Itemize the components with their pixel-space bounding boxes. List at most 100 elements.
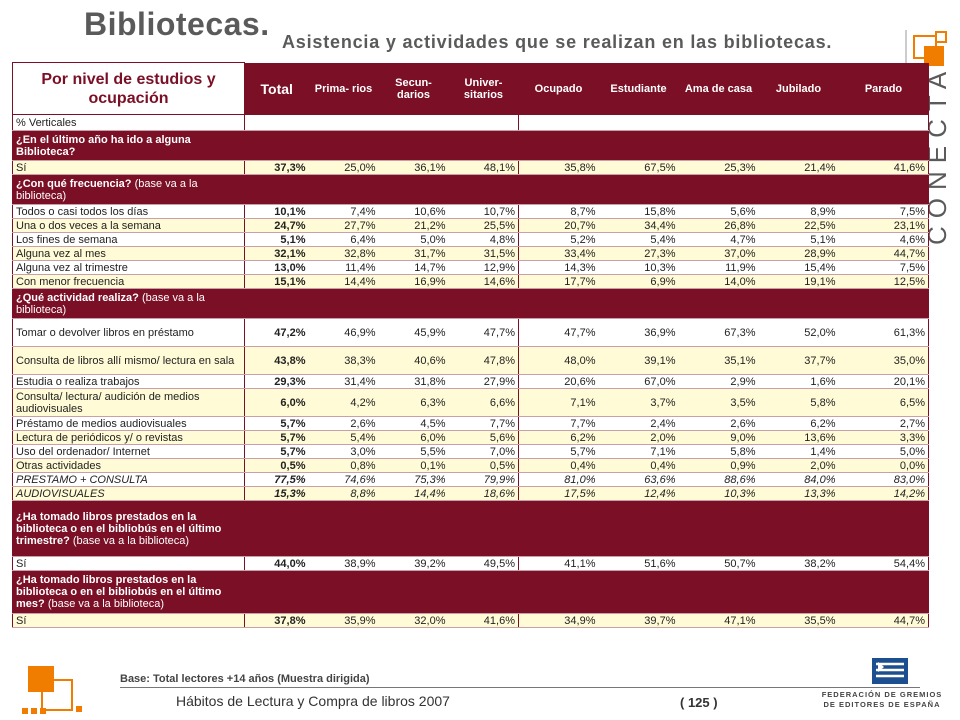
- section-row: % Verticales: [12, 114, 929, 131]
- total-cell: 15,1%: [244, 274, 309, 289]
- value-cell: 14,4%: [378, 486, 449, 501]
- value-cell: 16,9%: [378, 274, 449, 289]
- value-cell: 0,4%: [598, 458, 679, 473]
- value-cell: 37,0%: [678, 246, 759, 261]
- total-cell: 5,7%: [244, 430, 309, 445]
- value-cell: 6,3%: [378, 388, 449, 417]
- value-cell: 14,0%: [678, 274, 759, 289]
- column-header: Parado: [838, 62, 929, 115]
- value-cell: 63,6%: [598, 472, 679, 487]
- value-cell: 18,6%: [448, 486, 519, 501]
- column-header: Estudiante: [598, 62, 679, 115]
- table-header-row: Por nivel de estudios y ocupación Total …: [12, 62, 929, 115]
- value-cell: 7,7%: [518, 416, 599, 431]
- column-header: Jubilado: [758, 62, 839, 115]
- question-text: ¿En el último año ha ido a alguna Biblio…: [16, 133, 191, 158]
- value-cell: 83,0%: [838, 472, 929, 487]
- page-number: ( 125 ): [680, 695, 718, 710]
- value-cell: 5,6%: [448, 430, 519, 445]
- value-cell: 54,4%: [838, 556, 929, 571]
- table-row: Estudia o realiza trabajos 29,3% 31,4% 31,8…: [12, 374, 929, 389]
- row-label: Tomar o devolver libros en préstamo: [12, 318, 245, 347]
- total-cell: 0,5%: [244, 458, 309, 473]
- column-header: Secun- darios: [378, 62, 449, 115]
- table-row: Consulta/ lectura/ audición de medios au…: [12, 388, 929, 417]
- value-cell: 0,8%: [308, 458, 379, 473]
- value-cell: 12,4%: [598, 486, 679, 501]
- value-cell: 7,5%: [838, 260, 929, 275]
- value-cell: 75,3%: [378, 472, 449, 487]
- question-label: ¿Con qué frecuencia? (base va a la bibli…: [12, 174, 245, 205]
- value-cell: 7,7%: [448, 416, 519, 431]
- column-header: Total: [244, 62, 309, 115]
- value-cell: 88,6%: [678, 472, 759, 487]
- table-row: Otras actividades 0,5% 0,8% 0,1% 0,5% 0,4% 0,4…: [12, 458, 929, 473]
- question-label: ¿Ha tomado libros prestados en la biblio…: [12, 570, 245, 614]
- value-cell: 81,0%: [518, 472, 599, 487]
- value-cell: 5,0%: [378, 232, 449, 247]
- row-label: Los fines de semana: [12, 232, 245, 247]
- value-cell: 5,7%: [518, 444, 599, 459]
- row-label: AUDIOVISUALES: [12, 486, 245, 501]
- row-label: Sí: [12, 160, 245, 175]
- table-row: PRESTAMO + CONSULTA 77,5% 74,6% 75,3% 79,9% 8…: [12, 472, 929, 487]
- total-cell: 47,2%: [244, 318, 309, 347]
- value-cell: 0,0%: [838, 458, 929, 473]
- value-cell: 7,4%: [308, 204, 379, 219]
- value-cell: 6,4%: [308, 232, 379, 247]
- value-cell: 50,7%: [678, 556, 759, 571]
- value-cell: 35,0%: [838, 346, 929, 375]
- question-label: ¿Qué actividad realiza? (base va a la bi…: [12, 288, 245, 319]
- value-cell: 22,5%: [758, 218, 839, 233]
- total-cell: 43,8%: [244, 346, 309, 375]
- value-cell: 41,1%: [518, 556, 599, 571]
- value-cell: 35,8%: [518, 160, 599, 175]
- value-cell: 20,7%: [518, 218, 599, 233]
- value-cell: 47,7%: [518, 318, 599, 347]
- row-label: Consulta de libros allí mismo/ lectura e…: [12, 346, 245, 375]
- value-cell: 34,4%: [598, 218, 679, 233]
- row-label: Con menor frecuencia: [12, 274, 245, 289]
- value-cell: 17,5%: [518, 486, 599, 501]
- total-cell: 29,3%: [244, 374, 309, 389]
- column-header: Prima- rios: [308, 62, 379, 115]
- value-cell: 46,9%: [308, 318, 379, 347]
- column-header: Ama de casa: [678, 62, 759, 115]
- row-label: Sí: [12, 613, 245, 628]
- value-cell: 6,2%: [518, 430, 599, 445]
- value-cell: 8,7%: [518, 204, 599, 219]
- total-cell: 13,0%: [244, 260, 309, 275]
- value-cell: 0,9%: [678, 458, 759, 473]
- value-cell: 8,9%: [758, 204, 839, 219]
- value-cell: 21,2%: [378, 218, 449, 233]
- value-cell: 7,0%: [448, 444, 519, 459]
- value-cell: 14,3%: [518, 260, 599, 275]
- value-cell: 47,1%: [678, 613, 759, 628]
- row-label: Todos o casi todos los días: [12, 204, 245, 219]
- value-cell: 25,0%: [308, 160, 379, 175]
- row-label: Consulta/ lectura/ audición de medios au…: [12, 388, 245, 417]
- value-cell: 10,7%: [448, 204, 519, 219]
- question-note: (base va a la biblioteca): [16, 177, 198, 202]
- value-cell: 25,5%: [448, 218, 519, 233]
- value-cell: 6,2%: [758, 416, 839, 431]
- value-cell: 67,0%: [598, 374, 679, 389]
- footer-divider: [120, 687, 920, 688]
- value-cell: 27,3%: [598, 246, 679, 261]
- value-cell: 11,4%: [308, 260, 379, 275]
- value-cell: 3,3%: [838, 430, 929, 445]
- question-text: ¿Ha tomado libros prestados en la biblio…: [16, 510, 222, 547]
- column-header: Ocupado: [518, 62, 599, 115]
- value-cell: 15,8%: [598, 204, 679, 219]
- question-label: ¿En el último año ha ido a alguna Biblio…: [12, 130, 245, 161]
- value-cell: 20,1%: [838, 374, 929, 389]
- value-cell: 33,4%: [518, 246, 599, 261]
- question-row: ¿En el último año ha ido a alguna Biblio…: [12, 130, 929, 161]
- question-row: ¿Ha tomado libros prestados en la biblio…: [12, 500, 929, 557]
- total-cell: 15,3%: [244, 486, 309, 501]
- federation-logo-icon: [872, 658, 908, 684]
- survey-table: Por nivel de estudios y ocupación Total …: [12, 62, 929, 628]
- value-cell: 31,5%: [448, 246, 519, 261]
- question-text: ¿Ha tomado libros prestados en la biblio…: [16, 574, 222, 610]
- row-label: Otras actividades: [12, 458, 245, 473]
